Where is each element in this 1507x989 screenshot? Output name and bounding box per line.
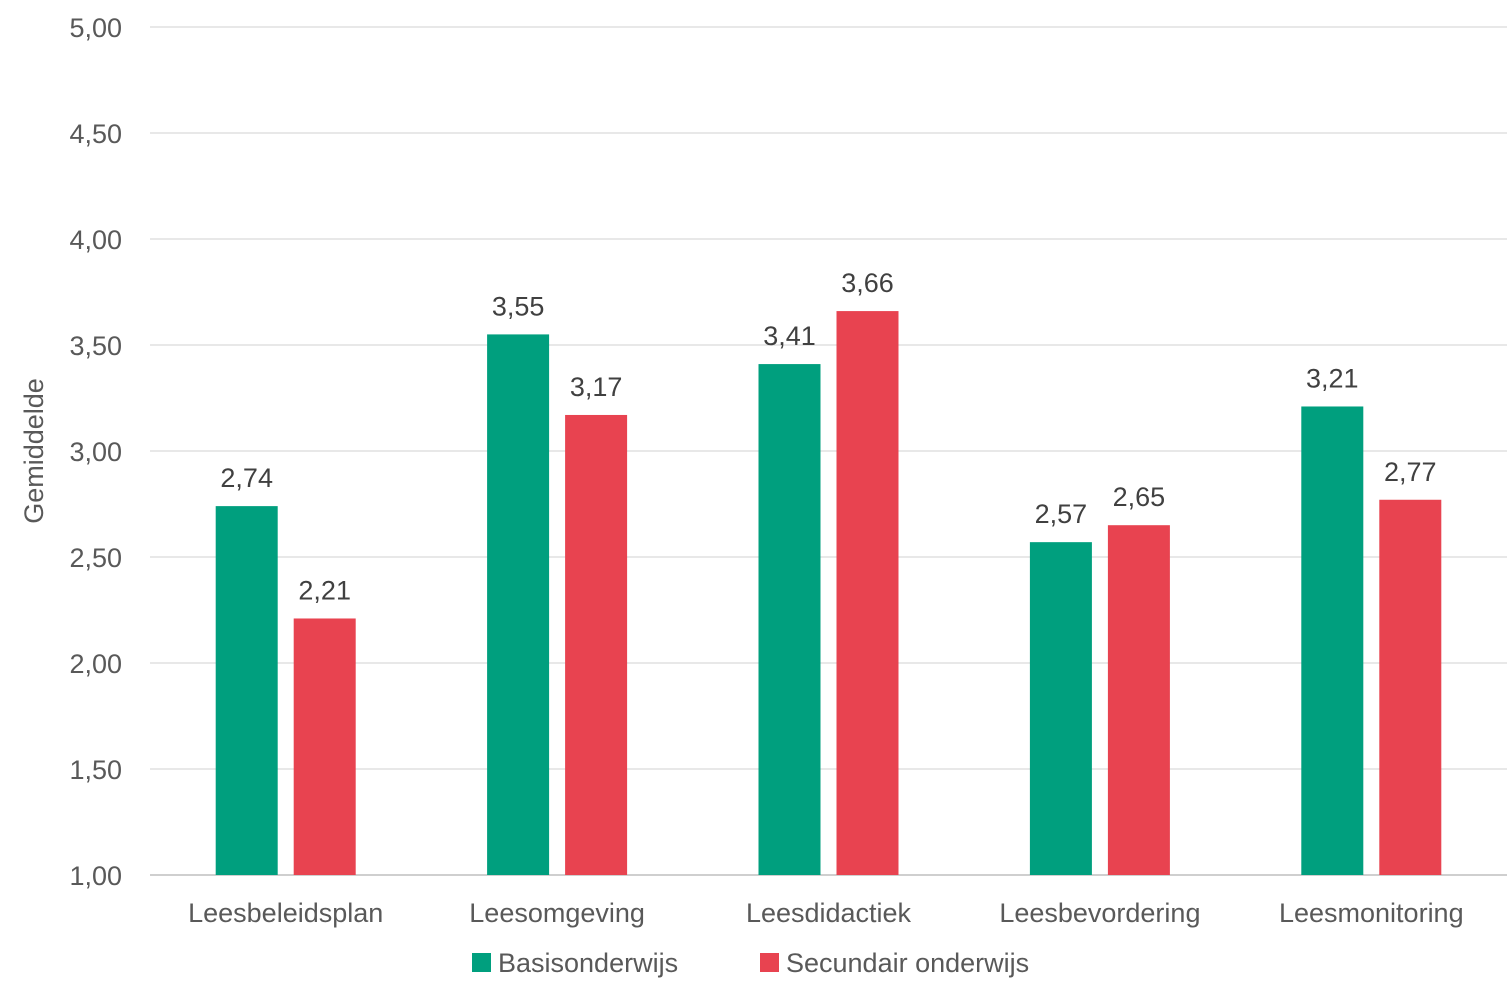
bar-basisonderwijs-leesomgeving	[487, 334, 550, 875]
legend-label: Secundair onderwijs	[786, 948, 1029, 978]
data-label: 2,65	[1113, 482, 1166, 512]
bar-basisonderwijs-leesbevordering	[1029, 542, 1092, 875]
bar-secundair-onderwijs-leesdidactiek	[836, 311, 899, 876]
legend: Basisonderwijs Secundair onderwijs	[472, 948, 1029, 978]
y-axis-ticks: 1,00 1,50 2,00 2,50 3,00 3,50 4,00 4,50 5,00	[69, 13, 122, 891]
x-category-label: Leesbeleidsplan	[188, 898, 383, 928]
x-category-label: Leesmonitoring	[1279, 898, 1464, 928]
bar-secundair-onderwijs-leesbeleidsplan	[293, 618, 356, 875]
y-tick-label: 3,00	[69, 437, 122, 467]
data-label: 3,55	[492, 291, 545, 321]
legend-swatch	[472, 953, 491, 972]
data-label: 3,66	[841, 268, 894, 298]
bar-basisonderwijs-leesbeleidsplan	[215, 506, 278, 875]
gridlines	[150, 26, 1507, 876]
y-tick-label: 1,00	[69, 861, 122, 891]
data-label: 2,74	[220, 463, 273, 493]
x-category-label: Leesomgeving	[469, 898, 645, 928]
data-label: 2,21	[298, 575, 351, 605]
y-tick-label: 5,00	[69, 13, 122, 43]
y-axis-label: Gemiddelde	[19, 378, 49, 524]
data-label: 3,41	[763, 321, 816, 351]
bar-basisonderwijs-leesmonitoring	[1301, 406, 1364, 875]
data-label: 3,21	[1306, 363, 1359, 393]
y-tick-label: 4,00	[69, 225, 122, 255]
x-axis-categories: Leesbeleidsplan Leesomgeving Leesdidactiek…	[188, 898, 1463, 928]
data-labels: 2,74 2,21 3,55 3,17 3,41 3,66 2,57 2,65 3,21 2,77	[220, 268, 1436, 605]
y-tick-label: 4,50	[69, 119, 122, 149]
x-category-label: Leesdidactiek	[746, 898, 912, 928]
x-category-label: Leesbevordering	[999, 898, 1200, 928]
bar-secundair-onderwijs-leesomgeving	[565, 414, 628, 875]
data-label: 3,17	[570, 372, 623, 402]
data-label: 2,77	[1384, 457, 1437, 487]
y-tick-label: 2,00	[69, 649, 122, 679]
y-tick-label: 3,50	[69, 331, 122, 361]
data-label: 2,57	[1035, 499, 1088, 529]
bar-secundair-onderwijs-leesmonitoring	[1379, 499, 1442, 875]
y-tick-label: 1,50	[69, 755, 122, 785]
y-tick-label: 2,50	[69, 543, 122, 573]
bars	[215, 311, 1442, 876]
legend-label: Basisonderwijs	[498, 948, 678, 978]
bar-secundair-onderwijs-leesbevordering	[1107, 525, 1170, 875]
legend-swatch	[760, 953, 779, 972]
bar-basisonderwijs-leesdidactiek	[758, 364, 821, 875]
